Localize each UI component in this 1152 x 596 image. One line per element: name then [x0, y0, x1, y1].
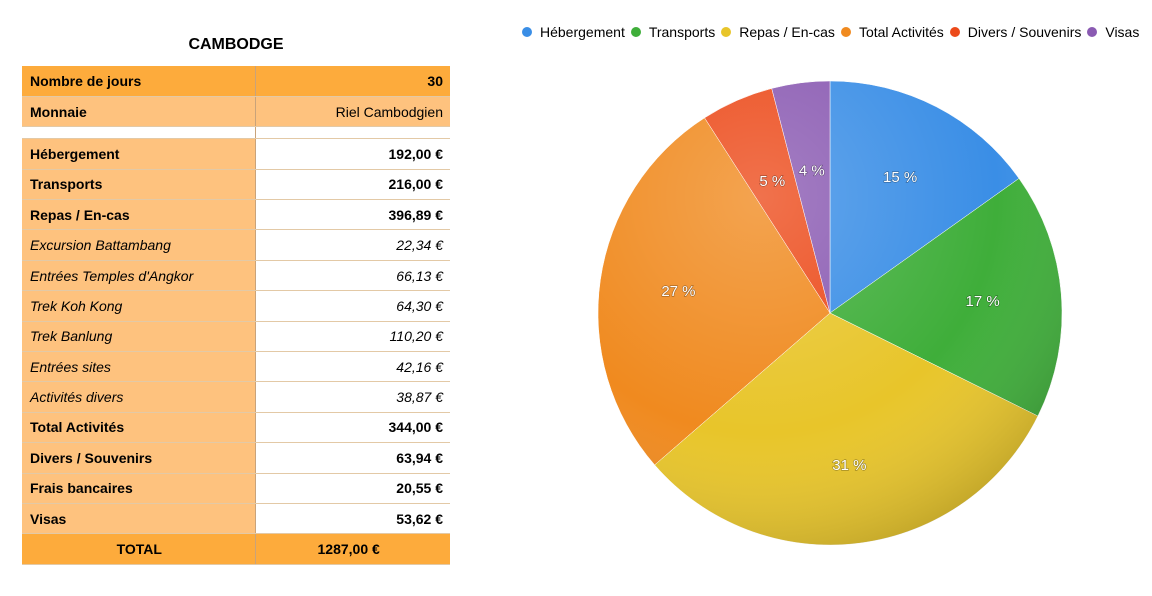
row-label: Repas / En-cas: [22, 199, 256, 231]
days-value: 30: [255, 66, 450, 97]
row-value: 63,94 €: [255, 442, 450, 474]
table-row: Trek Koh Kong 64,30 €: [22, 290, 450, 322]
spacer-row: [22, 126, 450, 140]
legend-label: Hébergement: [540, 24, 625, 40]
legend-swatch: [630, 27, 641, 37]
currency-row: Monnaie Riel Cambodgien: [22, 96, 450, 128]
row-value: 38,87 €: [255, 381, 450, 413]
row-value: 192,00 €: [255, 138, 450, 170]
legend-item: Repas / En-cas: [721, 24, 835, 41]
row-label: Trek Koh Kong: [22, 290, 256, 322]
table-row: Repas / En-cas 396,89 €: [22, 199, 450, 231]
table-row: Excursion Battambang 22,34 €: [22, 229, 450, 261]
row-value: 42,16 €: [255, 351, 450, 383]
pie-chart: 15 % 17 % 31 % 27 % 5 % 4 %: [597, 80, 1063, 546]
row-value: 344,00 €: [255, 412, 450, 444]
row-value: 216,00 €: [255, 169, 450, 201]
row-value: 22,34 €: [255, 229, 450, 261]
legend-item: Visas: [1087, 24, 1139, 41]
row-value: 110,20 €: [255, 321, 450, 353]
table-row: Entrées Temples d'Angkor 66,13 €: [22, 260, 450, 292]
row-value: 66,13 €: [255, 260, 450, 292]
days-row: Nombre de jours 30: [22, 66, 450, 97]
legend-item: Hébergement: [522, 24, 625, 41]
table-title: CAMBODGE: [188, 36, 284, 53]
legend-item: Transports: [630, 24, 716, 41]
row-value: 396,89 €: [255, 199, 450, 231]
slice-label: 15 %: [883, 169, 917, 186]
table-row: Hébergement 192,00 €: [22, 138, 450, 170]
legend-label: Repas / En-cas: [739, 24, 835, 40]
legend-swatch: [1087, 27, 1098, 37]
currency-value: Riel Cambodgien: [255, 96, 450, 128]
row-label: Divers / Souvenirs: [22, 442, 256, 474]
row-label: Excursion Battambang: [22, 229, 256, 261]
slice-label: 31 %: [832, 457, 866, 474]
legend-swatch: [522, 27, 532, 37]
row-value: 20,55 €: [255, 473, 450, 504]
row-value: 64,30 €: [255, 290, 450, 322]
total-row: TOTAL 1287,00 €: [22, 533, 450, 565]
slice-label: 4 %: [799, 162, 825, 179]
row-value: 53,62 €: [255, 503, 450, 535]
legend-label: Divers / Souvenirs: [967, 24, 1082, 40]
legend-swatch: [721, 27, 732, 37]
row-label: Entrées sites: [22, 351, 256, 383]
row-label: Visas: [22, 503, 256, 535]
row-label: Total Activités: [22, 412, 256, 444]
budget-table: Nombre de jours 30 Monnaie Riel Cambodgi…: [22, 66, 450, 565]
legend-item: Divers / Souvenirs: [949, 24, 1082, 41]
table-row: Trek Banlung 110,20 €: [22, 321, 450, 353]
row-label: Transports: [22, 169, 256, 201]
table-row: Entrées sites 42,16 €: [22, 351, 450, 383]
slice-label: 17 %: [966, 293, 1000, 310]
legend-label: Visas: [1105, 24, 1140, 40]
legend-label: Total Activités: [858, 24, 944, 40]
row-label: Trek Banlung: [22, 321, 256, 353]
slice-label: 5 %: [759, 173, 785, 190]
currency-label: Monnaie: [22, 96, 256, 128]
table-row: Frais bancaires 20,55 €: [22, 473, 450, 504]
total-value: 1287,00 €: [255, 533, 450, 565]
table-row: Visas 53,62 €: [22, 503, 450, 535]
row-label: Frais bancaires: [22, 473, 256, 504]
table-row: Total Activités 344,00 €: [22, 412, 450, 444]
chart-legend: Hébergement Transports Repas / En-cas Total…: [522, 24, 1152, 41]
row-label: Entrées Temples d'Angkor: [22, 260, 256, 292]
slice-label: 27 %: [661, 283, 695, 300]
row-label: Activités divers: [22, 381, 256, 413]
table-row: Divers / Souvenirs 63,94 €: [22, 442, 450, 474]
legend-swatch: [840, 27, 851, 37]
legend-swatch: [949, 27, 960, 37]
table-row: Transports 216,00 €: [22, 169, 450, 201]
legend-item: Total Activités: [840, 24, 944, 41]
legend-label: Transports: [648, 24, 716, 40]
total-label: TOTAL: [22, 533, 256, 565]
row-label: Hébergement: [22, 138, 256, 170]
days-label: Nombre de jours: [22, 66, 256, 97]
table-row: Activités divers 38,87 €: [22, 381, 450, 413]
